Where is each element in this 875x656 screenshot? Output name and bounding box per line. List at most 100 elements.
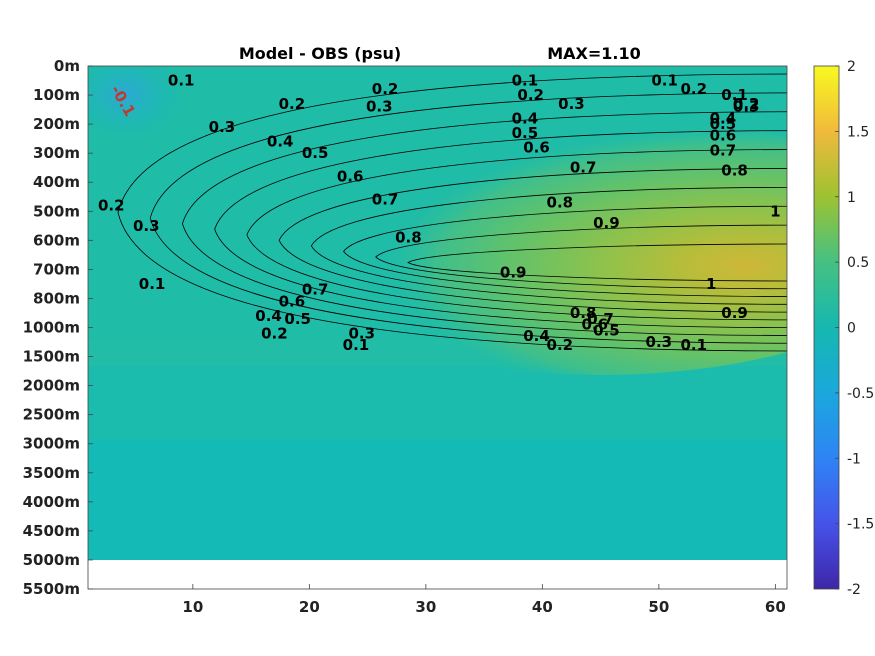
contour-label: 0.5 (512, 124, 539, 142)
y-tick-label: 400m (33, 173, 80, 191)
chart-title: Model - OBS (psu) (239, 44, 401, 63)
y-tick-label: 1000m (23, 319, 80, 337)
contour-label: 0.8 (547, 194, 574, 212)
colorbar-tick-label: 1 (847, 190, 856, 206)
contour-labels: 0.1 0.1 0.10.10.10.1 0.10.20.20.2 0.2 0.20.20… (98, 72, 781, 354)
y-tick-label: 700m (33, 260, 80, 278)
contour-label: 0.3 (558, 95, 585, 113)
colorbar (813, 65, 840, 590)
x-axis: 10 20 30 40 50 60 (182, 584, 786, 616)
y-axis: 0m 100m 200m 300m 400m 500m 600m 700m 800m 1000m 1… (23, 57, 93, 598)
contour-label: 0.5 (593, 321, 620, 339)
y-tick-label: 1500m (23, 348, 80, 366)
contour-label: 0.1 (721, 86, 748, 104)
contour-label: 0.2 (517, 86, 544, 104)
contour-label: 0.4 (523, 327, 550, 345)
y-tick-label: 4000m (23, 493, 80, 511)
contour-label: 0.1 (651, 72, 678, 90)
x-tick-label: 40 (532, 598, 553, 616)
contour-label: 0.8 (570, 304, 597, 322)
contour-label: 0.5 (284, 310, 311, 328)
contour-label: 0.2 (681, 80, 708, 98)
contour-label: 0.2 (372, 80, 399, 98)
contour-label: 0.4 (512, 109, 539, 127)
max-annotation: MAX=1.10 (547, 44, 641, 63)
contour-label: 0.9 (721, 304, 748, 322)
contour-label: 0.7 (302, 281, 329, 299)
contour-label: 0.7 (372, 191, 399, 209)
contour-label: 0.4 (267, 133, 294, 151)
y-tick-label: 3500m (23, 464, 80, 482)
contour-line (310, 186, 787, 305)
contour-label: 0.2 (261, 324, 288, 342)
x-tick-label: 10 (182, 598, 203, 616)
contour-line (149, 92, 787, 344)
contour-label: 0.3 (348, 324, 375, 342)
x-tick-label: 30 (415, 598, 436, 616)
contour-label: 0.5 (710, 115, 737, 133)
x-tick-label: 20 (299, 598, 320, 616)
x-tick-label: 50 (648, 598, 669, 616)
contour-label: 0.6 (710, 127, 737, 145)
y-tick-label: 2000m (23, 377, 80, 395)
colorbar-tick-label: 1.5 (847, 124, 869, 140)
plot-area: 0.1 0.1 0.10.10.10.1 0.10.20.20.2 0.2 0.20.20… (88, 66, 787, 589)
y-tick-label: 600m (33, 231, 80, 249)
contour-label: 0.8 (721, 162, 748, 180)
y-tick-label: 4500m (23, 522, 80, 540)
contour-label: 0.2 (98, 196, 125, 214)
contour-label: 0.2 (547, 336, 574, 354)
contour-label: 0.1 (512, 72, 539, 90)
y-tick-label: 3000m (23, 435, 80, 453)
contour-label: 0.6 (523, 138, 550, 156)
contour-label: 1 (706, 275, 716, 293)
y-tick-label: 200m (33, 115, 80, 133)
contour-label: 0.5 (302, 144, 329, 162)
x-tick-label: 60 (765, 598, 786, 616)
y-tick-label: 2500m (23, 406, 80, 424)
contour-line (343, 205, 787, 297)
contour-label: 0.4 (710, 109, 737, 127)
contour-label: 0.6 (581, 316, 608, 334)
colorbar-tick-label: -2 (847, 582, 861, 598)
contour-label: 0.8 (395, 228, 422, 246)
colorbar-tick-label: 0.5 (847, 255, 869, 271)
contour-label: 0.7 (587, 310, 614, 328)
contour-label: 0.4 (255, 307, 282, 325)
contour-line (246, 149, 787, 321)
contour-line (214, 130, 787, 329)
y-tick-label: 0m (54, 57, 80, 75)
contour-line (407, 243, 787, 282)
contour-label: 0.1 (168, 72, 195, 90)
colorbar-ticks: 2 1.5 1 0.5 0 -0.5 -1 -1.5 -2 (835, 59, 874, 598)
y-tick-label: 100m (33, 86, 80, 104)
contour-label: 0.3 (209, 118, 236, 136)
contour-label: 0.3 (733, 98, 760, 116)
contour-line (278, 168, 787, 313)
contour-line (182, 111, 787, 336)
contour-label: 0.6 (337, 167, 364, 185)
contour-label: 0.3 (366, 98, 393, 116)
colorbar-tick-label: 0 (847, 321, 856, 337)
contour-label: 0.9 (593, 214, 620, 232)
y-tick-label: 5500m (23, 580, 80, 598)
contour-label: 0.1 (343, 336, 370, 354)
colorbar-tick-label: -1 (847, 451, 861, 467)
contour-line (117, 73, 787, 352)
negative-anomaly-corner (88, 66, 185, 140)
contour-label: 0.7 (710, 141, 737, 159)
colorbar-tick-label: -1.5 (847, 517, 874, 533)
contour-label: 0.1 (139, 275, 166, 293)
colorbar-tick-label: -0.5 (847, 386, 874, 402)
colorbar-tick-label: 2 (847, 59, 856, 75)
contour-label: 0.3 (133, 217, 160, 235)
contour-label: 0.9 (500, 263, 527, 281)
y-tick-label: 300m (33, 144, 80, 162)
contour-label: 0.6 (279, 292, 306, 310)
contour-label: 0.3 (646, 333, 673, 351)
contour-label: 1 (770, 202, 780, 220)
contour-label: 0.7 (570, 159, 597, 177)
y-tick-label: 5000m (23, 551, 80, 569)
contour-label: 0.1 (681, 336, 708, 354)
